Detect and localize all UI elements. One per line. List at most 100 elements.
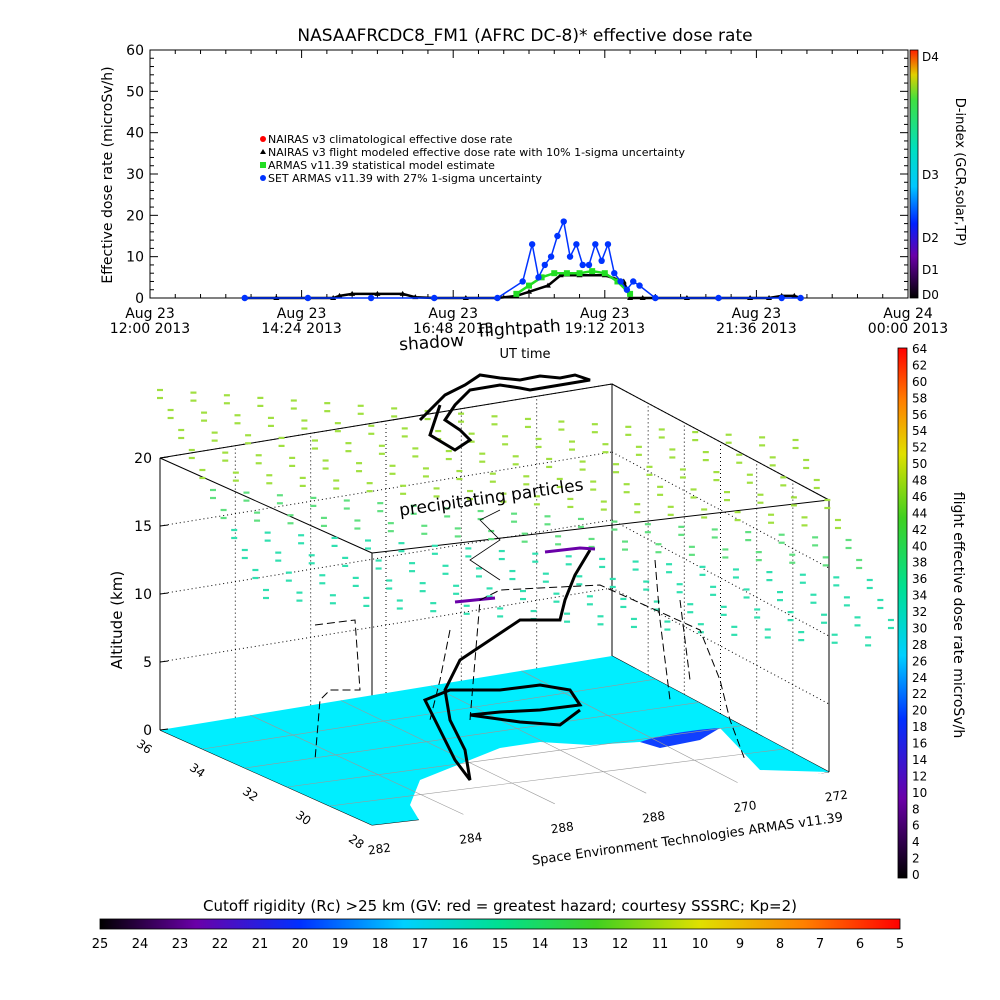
x-tick-label-date: Aug 24 <box>883 306 933 322</box>
cutoff-label: 7 <box>816 937 824 952</box>
lat-tick-label: 30 <box>293 808 314 828</box>
z-tick-mark <box>159 456 169 459</box>
data-point <box>513 290 520 297</box>
cutoff-label: 12 <box>612 937 629 952</box>
lon-tick-label: 270 <box>733 798 758 815</box>
y-tick-label: 10 <box>126 250 144 266</box>
lon-tick-label: 288 <box>641 809 666 826</box>
precipitating-particles-field <box>157 388 905 650</box>
dose-label: 2 <box>912 852 920 866</box>
data-point <box>367 294 375 302</box>
lat-tick-label: 34 <box>187 760 208 780</box>
cutoff-label: 23 <box>172 937 189 952</box>
cutoff-label: 17 <box>412 937 429 952</box>
legend-marker <box>260 136 266 142</box>
dose-label: 48 <box>912 474 927 488</box>
x-tick-label-time: 19:12 2013 <box>565 321 645 337</box>
data-point <box>551 270 558 277</box>
legend-label: NAIRAS v3 flight modeled effective dose … <box>268 146 685 159</box>
cutoff-label: 25 <box>92 937 109 952</box>
legend-marker <box>260 162 266 168</box>
flightpath-upper <box>418 373 591 452</box>
dose-label: 62 <box>912 358 927 372</box>
dose-label: 54 <box>912 424 927 438</box>
legend-marker <box>260 175 266 181</box>
dose-label: 42 <box>912 523 927 537</box>
data-point <box>627 290 634 297</box>
legend: NAIRAS v3 climatological effective dose … <box>260 133 685 185</box>
z-tick-mark <box>159 728 169 731</box>
x-tick-label-date: Aug 23 <box>277 306 327 322</box>
data-point <box>526 282 532 289</box>
data-point <box>778 294 785 302</box>
legend-label: ARMAS v11.39 statistical model estimate <box>268 159 495 172</box>
altitude-axis-label: Altitude (km) <box>108 571 126 669</box>
cutoff-label: 11 <box>652 937 669 952</box>
cutoff-label: 15 <box>492 937 509 952</box>
cutoff-colorbar-title: Cutoff rigidity (Rc) >25 km (GV: red = g… <box>203 897 797 915</box>
data-point <box>399 290 406 296</box>
data-point <box>241 294 248 302</box>
dindex-colorbar <box>909 49 919 299</box>
dose-label: 56 <box>912 408 927 422</box>
dose-label: 40 <box>912 539 927 553</box>
data-point <box>431 294 438 302</box>
dose-label: 26 <box>912 654 927 668</box>
ground-grid-line <box>431 685 647 794</box>
y-tick-label: 40 <box>126 126 144 142</box>
data-point <box>526 288 532 294</box>
ground-map <box>160 656 829 838</box>
cutoff-label: 9 <box>736 937 744 952</box>
dose-label: 16 <box>912 737 927 751</box>
cutoff-label: 16 <box>452 937 469 952</box>
data-point <box>547 253 555 260</box>
cutoff-colorbar <box>99 918 901 930</box>
data-point <box>579 261 586 269</box>
data-point <box>611 270 618 277</box>
dose-label: 36 <box>912 572 927 586</box>
precipitating-arrow <box>469 509 501 581</box>
lat-tick-label: 32 <box>240 784 261 804</box>
data-point <box>541 261 548 269</box>
ground-grid-line <box>202 678 656 750</box>
cutoff-label: 8 <box>776 937 784 952</box>
ground-grid-line <box>250 714 464 815</box>
cutoff-label: 5 <box>896 937 904 952</box>
dindex-label: D4 <box>922 50 939 64</box>
dose-label: 0 <box>912 868 920 882</box>
ground-grid-line <box>340 700 555 805</box>
z-tick-label: 20 <box>134 451 152 467</box>
ground-grid-line <box>244 702 699 769</box>
y-tick-label: 20 <box>126 208 144 224</box>
data-point <box>601 270 608 277</box>
ground-grid-line <box>287 725 743 788</box>
3d-axes-box <box>159 383 830 826</box>
dose-label: 6 <box>912 819 920 833</box>
dose-label: 10 <box>912 786 927 800</box>
x-tick-label-time: 21:36 2013 <box>716 321 796 337</box>
x-tick-label-time: 14:24 2013 <box>261 321 341 337</box>
dose-label: 32 <box>912 605 927 619</box>
data-point <box>617 278 624 285</box>
z-tick-label: 10 <box>134 587 152 603</box>
dose-label: 20 <box>912 704 927 718</box>
chart-title: NASAAFRCDC8_FM1 (AFRC DC-8)* effective d… <box>297 26 752 46</box>
data-point <box>797 294 804 302</box>
altitude-ticks: 0 5 10 15 20 <box>134 451 169 739</box>
x-tick-label-time: 16:48 2013 <box>413 321 493 337</box>
dose-label: 46 <box>912 490 927 504</box>
coastline-feature <box>640 728 720 748</box>
data-point <box>598 257 605 264</box>
data-point <box>715 294 722 302</box>
dose-label: 22 <box>912 687 927 701</box>
cutoff-label: 10 <box>692 937 709 952</box>
dose-label: 52 <box>912 441 927 455</box>
axis-line <box>611 383 830 501</box>
longitude-ticks: 282 284 288 288 270 272 <box>367 788 849 858</box>
data-point <box>554 232 561 240</box>
axis-line <box>159 457 373 554</box>
dose-label: 60 <box>912 375 927 389</box>
cutoff-label: 18 <box>372 937 389 952</box>
